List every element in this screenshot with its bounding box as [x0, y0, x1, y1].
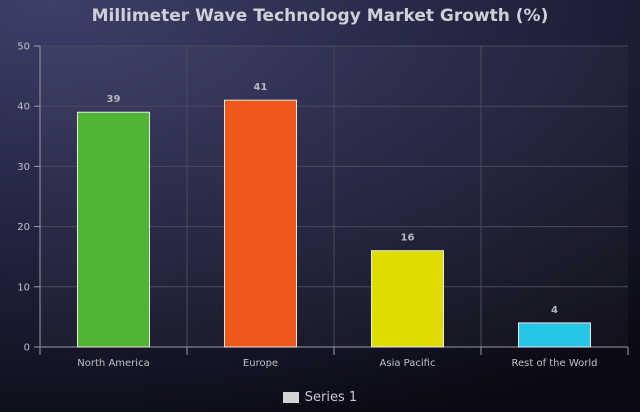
y-tick-label: 20 — [17, 222, 30, 233]
x-tick-label: North America — [77, 358, 149, 369]
data-label: 41 — [254, 82, 268, 93]
data-label: 4 — [551, 305, 558, 316]
bar — [370, 250, 445, 348]
data-label: 16 — [401, 233, 415, 244]
legend[interactable]: Series 1 — [0, 390, 640, 405]
y-tick-label: 30 — [17, 162, 30, 173]
bar — [223, 99, 298, 348]
y-tick-label: 10 — [17, 282, 30, 293]
chart-title: Millimeter Wave Technology Market Growth… — [91, 6, 549, 26]
bar — [517, 322, 592, 348]
x-tick-label: Europe — [243, 358, 278, 369]
y-tick-label: 40 — [17, 102, 30, 113]
y-tick-label: 0 — [24, 343, 30, 354]
legend-swatch — [282, 392, 299, 403]
data-label: 39 — [107, 94, 121, 105]
legend-label: Series 1 — [304, 390, 358, 405]
bar — [76, 111, 151, 348]
y-tick-label: 50 — [17, 42, 30, 53]
x-tick-label: Asia Pacific — [380, 358, 436, 369]
x-tick-label: Rest of the World — [511, 358, 597, 369]
